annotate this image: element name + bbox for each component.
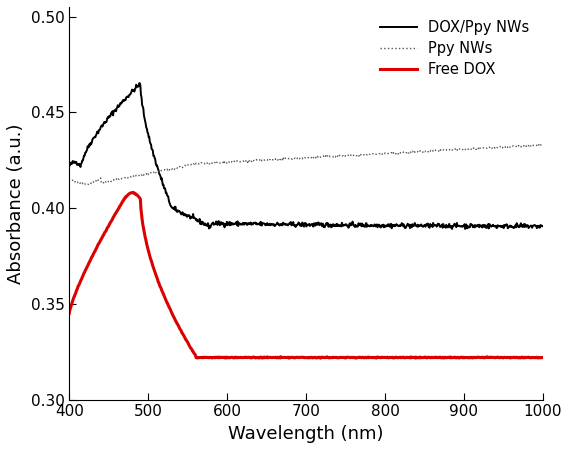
Ppy NWs [538,141,545,147]
Free DOX [129,189,136,195]
Y-axis label: Absorbance (a.u.): Absorbance (a.u.) [7,123,25,284]
Ppy NWs [368,152,375,157]
Free DOX [317,356,324,361]
DOX/Ppy NWs [539,224,546,229]
DOX/Ppy NWs [341,223,348,228]
Legend: DOX/Ppy NWs, Ppy NWs, Free DOX: DOX/Ppy NWs, Ppy NWs, Free DOX [374,14,535,82]
DOX/Ppy NWs [137,81,143,86]
Ppy NWs [341,154,348,159]
Ppy NWs [354,153,361,159]
Ppy NWs [474,145,481,151]
Free DOX [66,311,73,316]
Free DOX [426,355,433,360]
Free DOX [539,355,546,360]
Ppy NWs [426,148,432,153]
Ppy NWs [539,143,546,148]
Ppy NWs [66,175,73,180]
Line: Ppy NWs: Ppy NWs [69,144,543,184]
Line: DOX/Ppy NWs: DOX/Ppy NWs [69,83,543,229]
Free DOX [95,242,102,247]
Ppy NWs [84,182,90,187]
DOX/Ppy NWs [95,130,102,136]
Line: Free DOX: Free DOX [69,192,543,358]
X-axis label: Wavelength (nm): Wavelength (nm) [228,425,384,443]
Free DOX [475,355,481,360]
DOX/Ppy NWs [66,162,73,168]
Free DOX [369,355,376,360]
DOX/Ppy NWs [354,223,361,229]
DOX/Ppy NWs [475,224,481,229]
Free DOX [342,356,349,361]
DOX/Ppy NWs [368,222,375,228]
DOX/Ppy NWs [426,225,432,230]
DOX/Ppy NWs [462,226,469,232]
Ppy NWs [96,177,102,183]
Free DOX [354,355,361,360]
